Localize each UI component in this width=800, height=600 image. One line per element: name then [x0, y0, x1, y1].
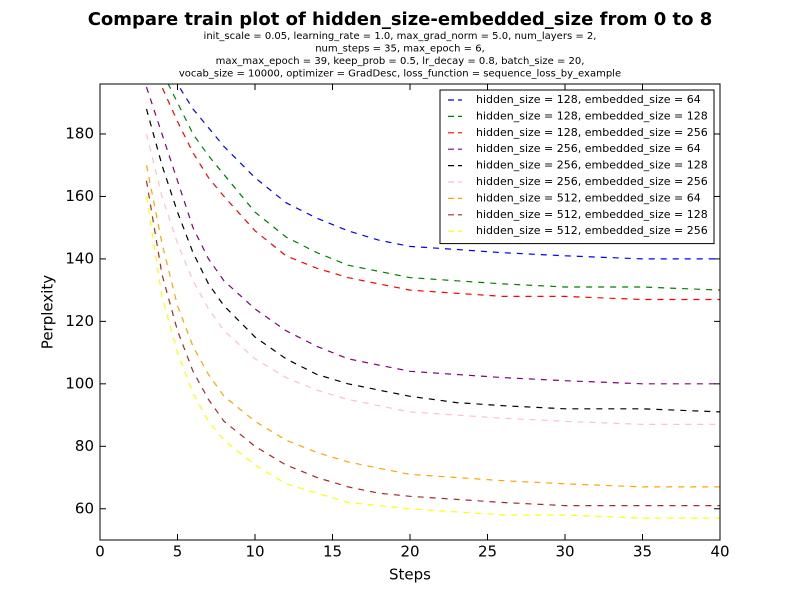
x-tick-label: 10	[245, 543, 264, 561]
legend-label: hidden_size = 256, embedded_size = 128	[476, 159, 708, 172]
series-line	[145, 108, 720, 413]
series-line	[145, 86, 720, 385]
y-tick-label: 120	[65, 312, 94, 330]
legend-label: hidden_size = 512, embedded_size = 64	[476, 191, 701, 204]
legend-label: hidden_size = 128, embedded_size = 256	[476, 126, 708, 139]
x-axis-label: Steps	[389, 566, 431, 584]
legend-label: hidden_size = 128, embedded_size = 128	[476, 109, 708, 122]
x-tick-label: 20	[400, 543, 419, 561]
legend-label: hidden_size = 256, embedded_size = 64	[476, 142, 701, 155]
subtitle: num_steps = 35, max_epoch = 6,	[315, 44, 485, 55]
y-tick-label: 180	[65, 124, 94, 142]
y-tick-label: 60	[75, 499, 94, 517]
x-tick-label: 35	[633, 543, 652, 561]
chart-title: Compare train plot of hidden_size-embedd…	[88, 9, 713, 30]
plot-lines	[145, 84, 720, 519]
series-line	[145, 180, 720, 507]
subtitle: vocab_size = 10000, optimizer = GradDesc…	[179, 69, 621, 80]
legend-label: hidden_size = 512, embedded_size = 256	[476, 224, 708, 237]
x-tick-label: 0	[95, 543, 105, 561]
legend-label: hidden_size = 128, embedded_size = 64	[476, 93, 701, 106]
x-tick-label: 40	[710, 543, 729, 561]
x-tick-label: 30	[555, 543, 574, 561]
y-axis-label: Perplexity	[39, 275, 57, 349]
x-tick-label: 5	[173, 543, 183, 561]
series-line	[145, 165, 720, 488]
x-tick-label: 15	[323, 543, 342, 561]
subtitle: max_max_epoch = 39, keep_prob = 0.5, lr_…	[216, 56, 585, 67]
series-line	[145, 133, 720, 425]
legend-box	[439, 89, 715, 245]
y-tick-label: 100	[65, 374, 94, 392]
y-tick-label: 160	[65, 187, 94, 205]
legend-label: hidden_size = 512, embedded_size = 128	[476, 208, 708, 221]
series-line	[145, 196, 720, 519]
y-tick-label: 140	[65, 249, 94, 267]
legend-label: hidden_size = 256, embedded_size = 256	[476, 175, 708, 188]
subtitle: init_scale = 0.05, learning_rate = 1.0, …	[204, 31, 597, 42]
x-tick-label: 25	[478, 543, 497, 561]
series-line	[176, 84, 720, 260]
series-line	[167, 84, 720, 291]
y-tick-label: 80	[75, 437, 94, 455]
series-line	[159, 84, 720, 301]
